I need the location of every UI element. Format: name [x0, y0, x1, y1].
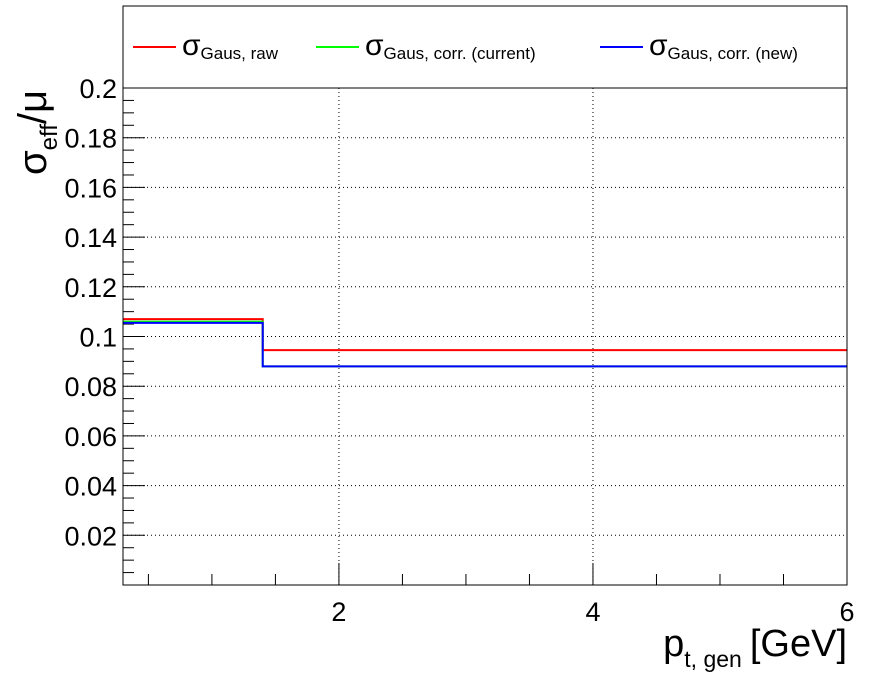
y-tick-label: 0.2	[79, 74, 117, 104]
y-axis-title: σeff/μ	[11, 90, 63, 175]
minor-ticks	[123, 99, 784, 585]
x-axis: 2 4 6	[331, 563, 855, 627]
legend-box	[122, 5, 848, 89]
legend-label-0: σGaus, raw	[182, 29, 279, 63]
x-axis-title: pt, gen [GeV]	[663, 623, 847, 672]
y-tick-label: 0.18	[64, 124, 117, 154]
x-tick-label: 2	[331, 597, 346, 627]
legend-label-2: σGaus, corr. (new)	[649, 29, 798, 63]
legend-label-1: σGaus, corr. (current)	[365, 29, 536, 63]
y-tick-label: 0.1	[79, 323, 117, 353]
x-tick-label: 4	[585, 597, 600, 627]
y-tick-label: 0.12	[64, 273, 117, 303]
y-tick-label: 0.02	[64, 521, 117, 551]
legend-label-main: σ	[365, 29, 384, 62]
y-tick-label: 0.08	[64, 372, 117, 402]
y-tick-label: 0.14	[64, 223, 117, 253]
legend: σGaus, raw σGaus, corr. (current) σGaus, c…	[122, 5, 848, 89]
x-axis-title-main: p	[663, 623, 684, 665]
x-tick-label: 6	[839, 597, 854, 627]
y-tick-label: 0.04	[64, 472, 117, 502]
x-axis-title-sub: t, gen	[684, 646, 742, 672]
y-tick-label: 0.06	[64, 422, 117, 452]
y-axis-title-rest: /μ	[11, 90, 55, 124]
y-axis-title-main: σ	[11, 150, 55, 175]
series-line-2	[123, 321, 847, 368]
legend-label-main: σ	[182, 29, 201, 62]
legend-label-sub: Gaus, corr. (new)	[668, 44, 798, 63]
legend-label-sub: Gaus, corr. (current)	[384, 44, 536, 63]
y-axis: 0.02 0.04 0.06 0.08 0.1 0.12 0.14 0.16 0.18 0.2	[64, 74, 145, 551]
legend-label-main: σ	[649, 29, 668, 62]
y-axis-title-sub: eff	[36, 124, 63, 151]
series-group	[123, 318, 847, 368]
x-axis-title-unit: [GeV]	[750, 623, 847, 665]
y-tick-label: 0.16	[64, 173, 117, 203]
legend-label-sub: Gaus, raw	[201, 44, 279, 63]
